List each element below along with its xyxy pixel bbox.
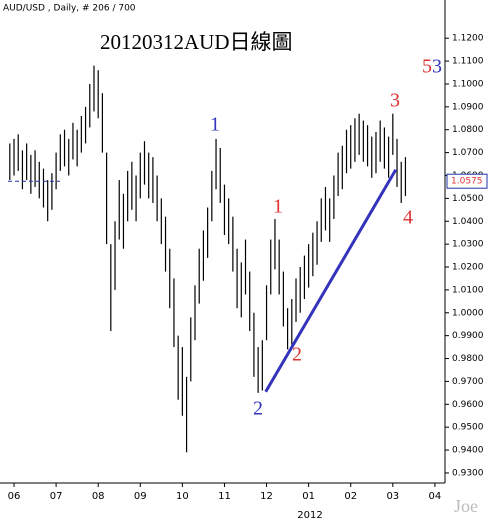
y-tick-label: 1.0900 — [452, 102, 484, 112]
x-tick-label: 04 — [429, 491, 442, 502]
y-tick-label: 0.9500 — [452, 423, 484, 433]
y-tick-label: 1.1200 — [452, 34, 484, 44]
y-tick-label: 1.0000 — [452, 308, 484, 318]
x-tick-label: 11 — [218, 491, 231, 502]
chart-header: AUD/USD , Daily, # 206 / 700 — [3, 4, 136, 14]
y-tick-label: 0.9300 — [452, 468, 484, 478]
wave-label: 5 — [422, 56, 432, 78]
watermark: Joe — [454, 496, 478, 516]
wave-label: 2 — [292, 344, 302, 366]
y-tick-label: 1.0200 — [452, 263, 484, 273]
y-tick-label: 0.9700 — [452, 377, 484, 387]
wave-label: 3 — [390, 90, 400, 112]
x-tick-label: 02 — [344, 491, 357, 502]
wave-label: 3 — [432, 56, 442, 78]
y-tick-label: 1.0500 — [452, 194, 484, 204]
year-label: 2012 — [297, 510, 322, 521]
y-tick-label: 0.9400 — [452, 446, 484, 456]
wave-label: 4 — [403, 207, 413, 229]
y-tick-label: 1.0700 — [452, 148, 484, 158]
y-tick-label: 1.0800 — [452, 125, 484, 135]
y-tick-label: 0.9600 — [452, 400, 484, 410]
y-tick-label: 0.9900 — [452, 331, 484, 341]
x-tick-label: 06 — [8, 491, 21, 502]
x-tick-label: 08 — [92, 491, 105, 502]
y-tick-label: 1.1100 — [452, 57, 484, 67]
x-tick-label: 10 — [176, 491, 189, 502]
y-tick-label: 1.0400 — [452, 217, 484, 227]
y-tick-label: 1.0300 — [452, 240, 484, 250]
y-tick-label: 1.1000 — [452, 79, 484, 89]
chart-title: 20120312AUD日線圖 — [100, 30, 293, 54]
last-price-box — [446, 173, 488, 189]
wave-label: 1 — [273, 196, 283, 218]
wave-label: 1 — [210, 114, 220, 136]
x-tick-label: 01 — [302, 491, 315, 502]
x-tick-label: 12 — [260, 491, 273, 502]
x-tick-label: 07 — [50, 491, 63, 502]
x-tick-label: 09 — [134, 491, 147, 502]
trendline — [264, 169, 398, 393]
wave-label: 2 — [253, 398, 263, 420]
x-tick-label: 03 — [386, 491, 399, 502]
y-tick-label: 1.0100 — [452, 285, 484, 295]
last-price-label: 1.0575 — [451, 177, 483, 187]
y-tick-label: 0.9800 — [452, 354, 484, 364]
